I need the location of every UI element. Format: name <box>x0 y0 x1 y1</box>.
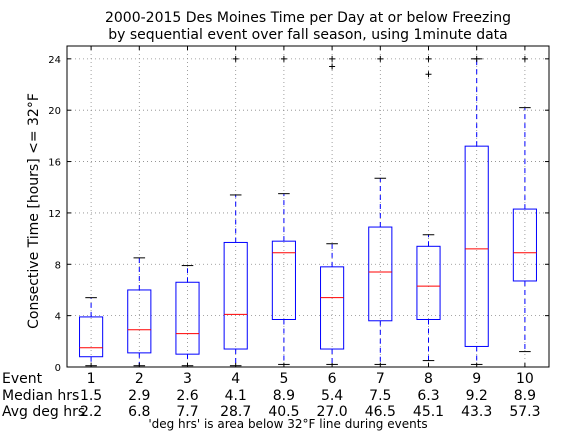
avg-deg-hrs-value: 27.0 <box>317 404 348 420</box>
median-hrs-value: 1.5 <box>80 388 102 404</box>
plot-frame <box>66 45 550 368</box>
avg-deg-hrs-value: 46.5 <box>365 404 396 420</box>
event-number: 6 <box>328 371 337 387</box>
box-event-9 <box>464 55 489 365</box>
event-number: 7 <box>376 371 385 387</box>
y-tick-label: 16 <box>48 158 61 169</box>
outlier-point <box>280 55 287 62</box>
median-hrs-value: 8.9 <box>273 388 295 404</box>
median-hrs-value: 9.2 <box>466 388 488 404</box>
box-iqr <box>320 266 345 350</box>
outlier-point <box>425 71 432 78</box>
chart-title-line-1: 2000-2015 Des Moines Time per Day at or … <box>105 10 511 26</box>
box-iqr <box>175 281 200 355</box>
event-table: Event Median hrs Avg deg hrs 1 2 3 4 5 6 7 8 9 10… <box>2 371 540 420</box>
event-number: 4 <box>231 371 240 387</box>
outlier-point <box>232 55 239 62</box>
box-plots <box>79 55 537 367</box>
event-number: 1 <box>87 371 96 387</box>
avg-deg-hrs-value: 45.1 <box>413 404 444 420</box>
median-hrs-value: 7.5 <box>369 388 391 404</box>
box-event-6 <box>320 55 345 365</box>
median-hrs-value: 2.9 <box>128 388 150 404</box>
outlier-point <box>377 55 384 62</box>
chart-title-line-2: by sequential event over fall season, us… <box>108 27 507 43</box>
event-number: 2 <box>135 371 144 387</box>
outlier-point <box>329 63 336 70</box>
median-hrs-value: 6.3 <box>417 388 439 404</box>
y-tick-label: 4 <box>55 312 61 323</box>
box-iqr <box>512 208 537 282</box>
event-number: 8 <box>424 371 433 387</box>
avg-deg-hrs-value: 43.3 <box>461 404 492 420</box>
grid-lines <box>67 46 549 367</box>
median-hrs-value: 8.9 <box>514 388 536 404</box>
box-iqr <box>223 241 248 350</box>
y-tick-label: 8 <box>55 260 61 271</box>
outlier-point <box>521 55 528 62</box>
outlier-point <box>329 55 336 62</box>
avg-deg-hrs-value: 6.8 <box>128 404 150 420</box>
event-number: 5 <box>279 371 288 387</box>
y-axis-label: Consective Time [hours] <= 32°F <box>26 93 42 329</box>
y-tick-label: 20 <box>48 106 61 117</box>
row-label-avg-deg: Avg deg hrs <box>2 404 85 420</box>
outlier-point <box>473 55 480 62</box>
box-event-3 <box>175 265 200 367</box>
row-label-event: Event <box>2 371 43 387</box>
box-event-10 <box>512 55 537 353</box>
axis-ticks: 0 4 8 12 16 20 24 <box>48 46 549 374</box>
avg-deg-hrs-value: 40.5 <box>268 404 299 420</box>
outlier-point <box>425 55 432 62</box>
box-event-8 <box>416 55 441 362</box>
box-iqr <box>127 289 152 354</box>
box-iqr <box>416 245 441 320</box>
median-hrs-value: 4.1 <box>225 388 247 404</box>
event-number: 10 <box>516 371 534 387</box>
median-hrs-value: 2.6 <box>176 388 198 404</box>
median-hrs-value: 5.4 <box>321 388 343 404</box>
box-iqr <box>464 145 489 347</box>
box-iqr <box>368 226 393 322</box>
box-event-1 <box>79 297 104 367</box>
avg-deg-hrs-value: 57.3 <box>509 404 540 420</box>
row-label-median: Median hrs <box>2 388 79 404</box>
footnote: 'deg hrs' is area below 32°F line during… <box>148 417 427 431</box>
event-number: 3 <box>183 371 192 387</box>
box-event-7 <box>368 55 393 365</box>
box-iqr <box>79 316 104 358</box>
y-tick-label: 12 <box>48 209 61 220</box>
y-tick-label: 24 <box>48 55 61 66</box>
avg-deg-hrs-value: 7.7 <box>176 404 198 420</box>
avg-deg-hrs-value: 2.2 <box>80 404 102 420</box>
box-iqr <box>271 240 296 320</box>
avg-deg-hrs-value: 28.7 <box>220 404 251 420</box>
event-number: 9 <box>472 371 481 387</box>
y-tick-label: 0 <box>55 363 61 374</box>
